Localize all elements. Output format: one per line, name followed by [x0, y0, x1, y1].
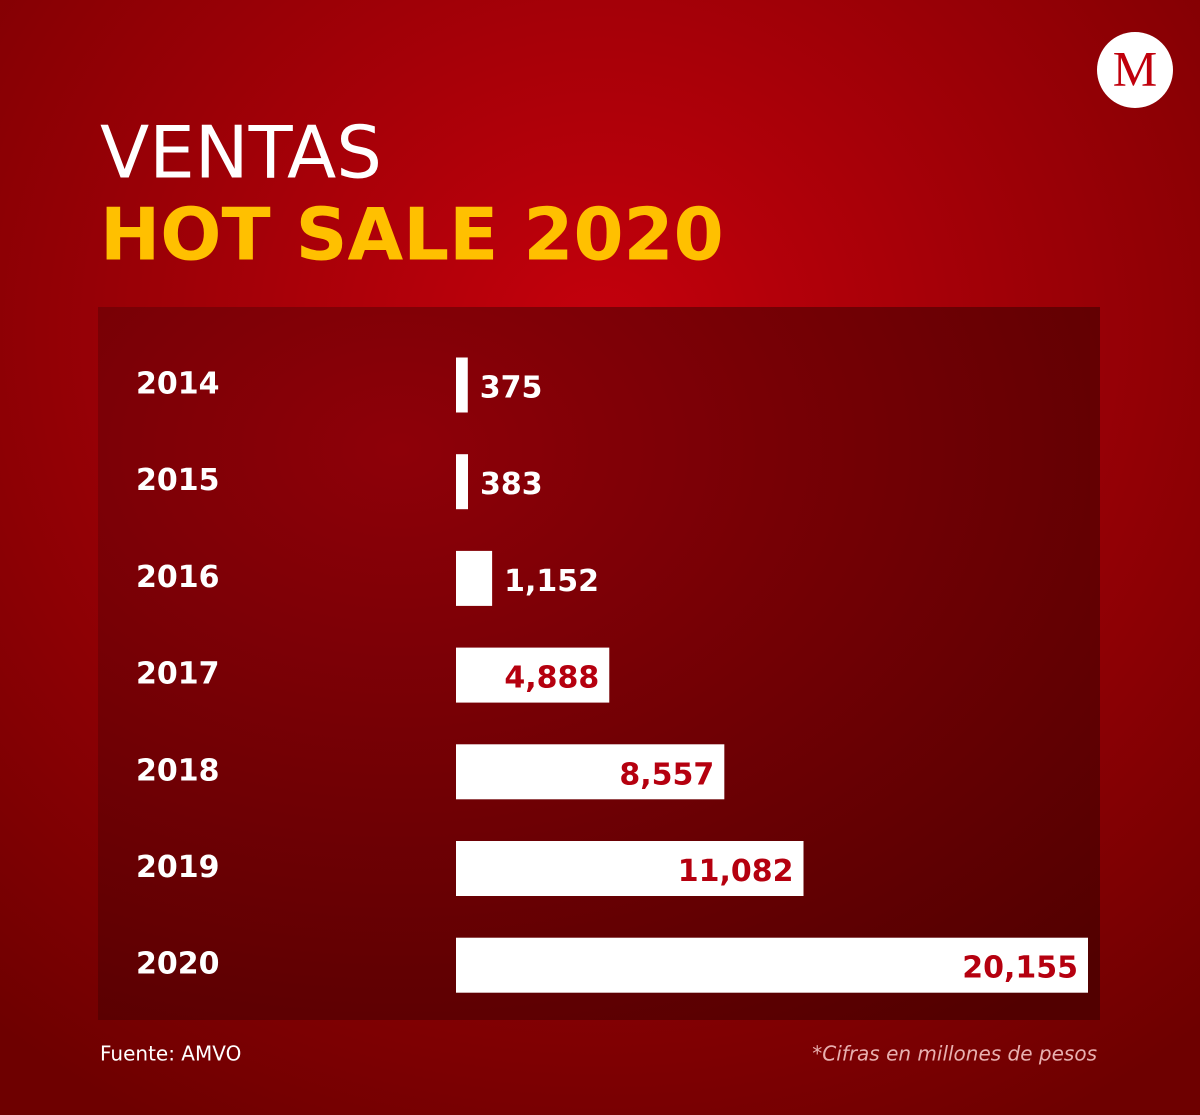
value-label: 8,557 — [619, 757, 714, 792]
category-label: 2020 — [136, 947, 220, 982]
bar — [456, 937, 1088, 993]
bar — [456, 357, 468, 413]
bar — [456, 744, 725, 800]
value-label: 11,082 — [678, 854, 794, 889]
value-label: 383 — [480, 467, 543, 502]
logo: M — [1113, 40, 1157, 96]
category-label: 2015 — [136, 463, 220, 498]
bar — [456, 550, 493, 606]
chart-title: VENTAS — [100, 111, 382, 195]
logo-badge — [1097, 32, 1173, 108]
category-label: 2017 — [136, 657, 220, 692]
value-label: 1,152 — [504, 564, 599, 599]
bar — [456, 841, 804, 896]
bar — [456, 647, 610, 703]
value-label: 375 — [480, 371, 543, 406]
source: Fuente: AMVO — [100, 1042, 241, 1066]
category-label: 2014 — [136, 367, 220, 402]
category-label: 2018 — [136, 753, 220, 788]
chart-subtitle: HOT SALE 2020 — [100, 193, 724, 277]
category-label: 2016 — [136, 560, 220, 595]
note: *Cifras en millones de pesos — [812, 1042, 1097, 1066]
category-label: 2019 — [136, 850, 220, 885]
value-label: 20,155 — [962, 951, 1078, 986]
value-label: 4,888 — [504, 661, 599, 696]
bar — [456, 454, 469, 510]
